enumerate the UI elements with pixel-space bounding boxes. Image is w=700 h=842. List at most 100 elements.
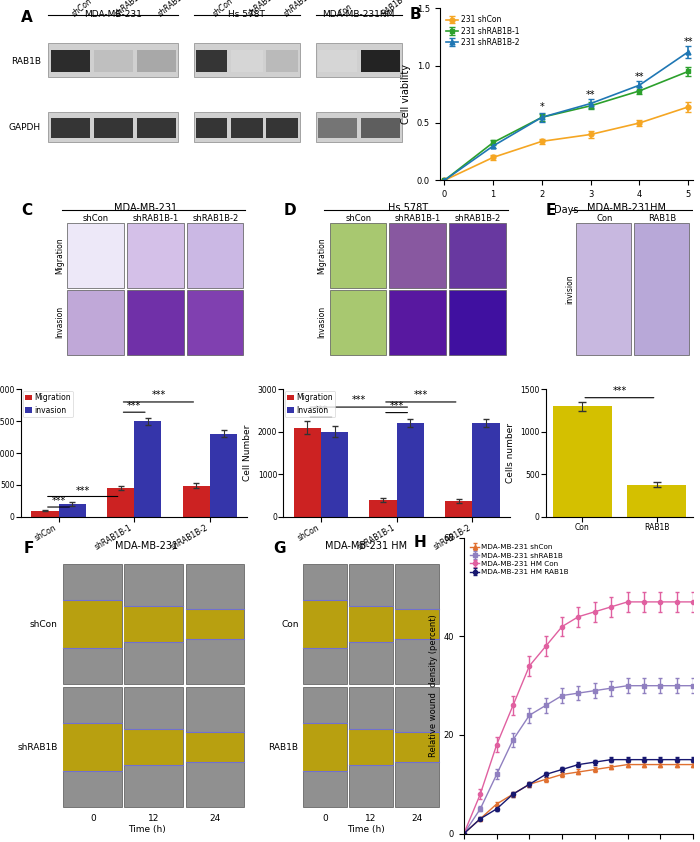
Legend: Migration, invasion: Migration, invasion [22,391,73,417]
Text: Hs 578T: Hs 578T [388,203,428,213]
Bar [127,290,183,355]
Bar [318,50,356,72]
Bar [231,50,262,72]
Text: shRAB1B-2: shRAB1B-2 [282,0,321,19]
Text: **: ** [683,37,693,47]
Text: ***: *** [389,401,404,411]
Bar [318,118,356,138]
Bar [137,118,176,138]
Bar [125,729,183,765]
Bar [186,733,244,762]
Text: shCon: shCon [345,214,372,222]
Bar [361,118,400,138]
Legend: Migration, Invasion: Migration, Invasion [285,391,335,417]
Bar [634,222,690,355]
Bar [389,290,446,355]
Text: shRAB1B-1: shRAB1B-1 [113,0,151,19]
Bar [576,222,631,355]
Bar [64,687,122,807]
Bar [67,222,124,288]
Text: MDA-MB-231HM: MDA-MB-231HM [587,203,666,213]
Text: GAPDH: GAPDH [8,122,41,131]
Text: shRAB1B-2: shRAB1B-2 [157,0,195,19]
Text: shRAB1B-1: shRAB1B-1 [247,0,285,19]
Bar [127,222,183,288]
Bar [349,606,393,642]
Text: 12: 12 [365,814,377,823]
Bar [187,222,244,288]
Bar [107,488,134,517]
Text: RAB1B: RAB1B [380,0,406,19]
Y-axis label: Cell Number: Cell Number [243,425,252,482]
Text: RAB1B: RAB1B [269,743,299,752]
Text: B: B [410,7,421,22]
Text: 24: 24 [411,814,422,823]
Bar [64,564,122,685]
Bar [186,564,244,685]
Text: shRAB1B-2: shRAB1B-2 [454,214,501,222]
Bar [303,687,347,807]
Bar [195,118,228,138]
Text: invision: invision [565,274,574,304]
Text: Time (h): Time (h) [128,824,166,834]
Bar [449,222,505,288]
Text: MDA-MB-231: MDA-MB-231 [114,203,177,213]
Bar [50,50,90,72]
Bar [389,222,446,288]
Text: shRAB1B-1: shRAB1B-1 [395,214,441,222]
Text: F: F [23,541,34,556]
Bar [48,111,178,142]
Bar [473,424,500,517]
Bar [370,500,397,517]
Text: shRAB1B-1: shRAB1B-1 [132,214,178,222]
Text: ***: *** [51,497,66,506]
Text: A: A [21,10,33,25]
Bar [266,50,298,72]
Bar [395,564,439,685]
Bar [94,50,133,72]
Text: ***: *** [151,391,165,400]
Text: RAB1B: RAB1B [10,57,41,67]
Text: Con: Con [596,214,612,222]
Bar [349,729,393,765]
Text: Migration: Migration [55,237,64,274]
Text: 12: 12 [148,814,160,823]
Text: Migration: Migration [317,237,326,274]
Text: **: ** [586,90,596,100]
Bar [64,723,122,771]
Bar [186,610,244,639]
Bar [195,50,228,72]
Bar [395,733,439,762]
Text: shCon: shCon [70,0,94,19]
Text: G: G [273,541,286,556]
Bar [449,290,505,355]
Bar [303,564,347,685]
Bar [316,111,402,142]
Y-axis label: Relative wound  density (percent): Relative wound density (percent) [429,615,438,757]
Bar [349,564,393,685]
Bar [194,111,300,142]
Bar [125,687,183,807]
Text: shRAB1B-2: shRAB1B-2 [193,214,239,222]
Bar [125,564,183,685]
Bar [50,118,90,138]
Bar [32,510,59,517]
Text: H: H [414,535,426,550]
Text: ***: *** [76,486,90,496]
Bar [294,428,321,517]
Bar [303,600,347,648]
Text: ***: *** [127,401,141,411]
Text: MDA-MB-231 HM: MDA-MB-231 HM [325,541,407,551]
Bar [210,434,237,517]
Text: ***: *** [612,386,626,397]
Text: Time (h): Time (h) [346,824,384,834]
Bar [626,484,686,517]
Bar [186,687,244,807]
Text: Invasion: Invasion [55,306,64,338]
Text: MDA-MB-231HM: MDA-MB-231HM [323,10,395,19]
Bar [330,222,386,288]
Bar [125,606,183,642]
Bar [349,687,393,807]
Text: shRAB1B: shRAB1B [18,743,57,752]
Bar [395,610,439,639]
